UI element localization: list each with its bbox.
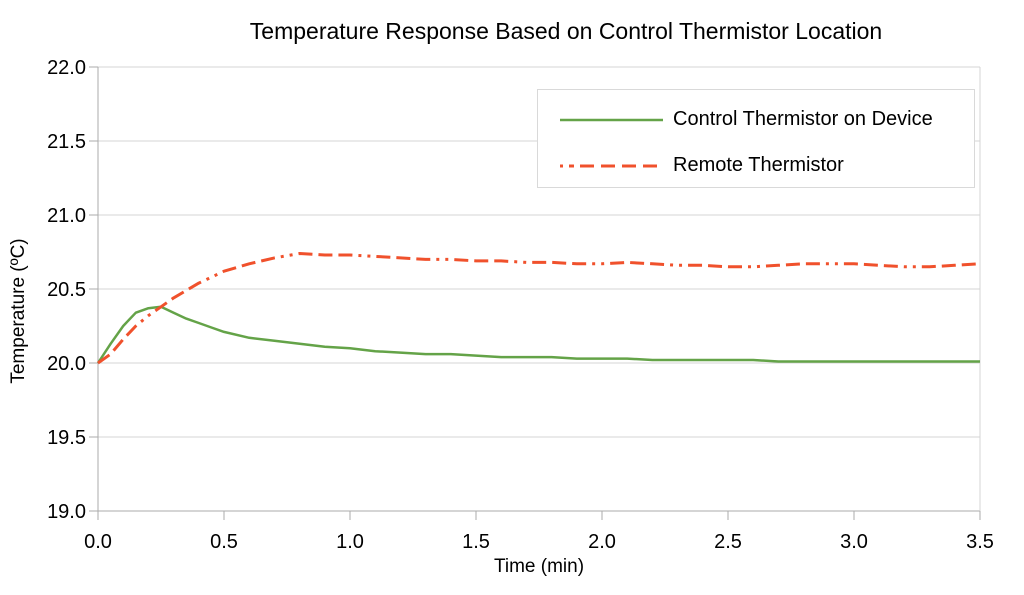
- x-tick-label-0.0: 0.0: [84, 531, 112, 553]
- y-tick-label-19.5: 19.5: [47, 427, 86, 449]
- x-tick-label-3.5: 3.5: [966, 531, 994, 553]
- chart-title: Temperature Response Based on Control Th…: [249, 18, 883, 44]
- y-tick-label-19.0: 19.0: [47, 501, 86, 523]
- x-tick-label-2.5: 2.5: [714, 531, 742, 553]
- y-tick-label-20.0: 20.0: [47, 353, 86, 375]
- legend-label-control-thermistor: Control Thermistor on Device: [673, 108, 933, 130]
- y-tick-label-21.0: 21.0: [47, 205, 86, 227]
- y-tick-label-21.5: 21.5: [47, 131, 86, 153]
- x-axis-title: Time (min): [493, 556, 585, 577]
- legend-item-control-thermistor: Control Thermistor on Device: [560, 103, 974, 136]
- legend-item-remote-thermistor: Remote Thermistor: [560, 149, 974, 182]
- legend-label-remote-thermistor: Remote Thermistor: [673, 154, 844, 176]
- x-tick-label-1.5: 1.5: [462, 531, 490, 553]
- y-axis-title: Temperature (ºC): [8, 238, 29, 384]
- series-line-control-thermistor: [96, 305, 980, 364]
- series-line-remote-thermistor: [97, 252, 981, 365]
- y-tick-label-20.5: 20.5: [47, 279, 86, 301]
- x-tick-label-1.0: 1.0: [336, 531, 364, 553]
- x-tick-label-2.0: 2.0: [588, 531, 616, 553]
- dash-dot-line-swatch-icon: [560, 164, 663, 167]
- solid-line-swatch-icon: [560, 118, 663, 121]
- x-tick-label-3.0: 3.0: [840, 531, 868, 553]
- x-tick-label-0.5: 0.5: [210, 531, 238, 553]
- y-tick-label-22.0: 22.0: [47, 57, 86, 79]
- legend: Control Thermistor on Device Remote Ther…: [537, 89, 975, 188]
